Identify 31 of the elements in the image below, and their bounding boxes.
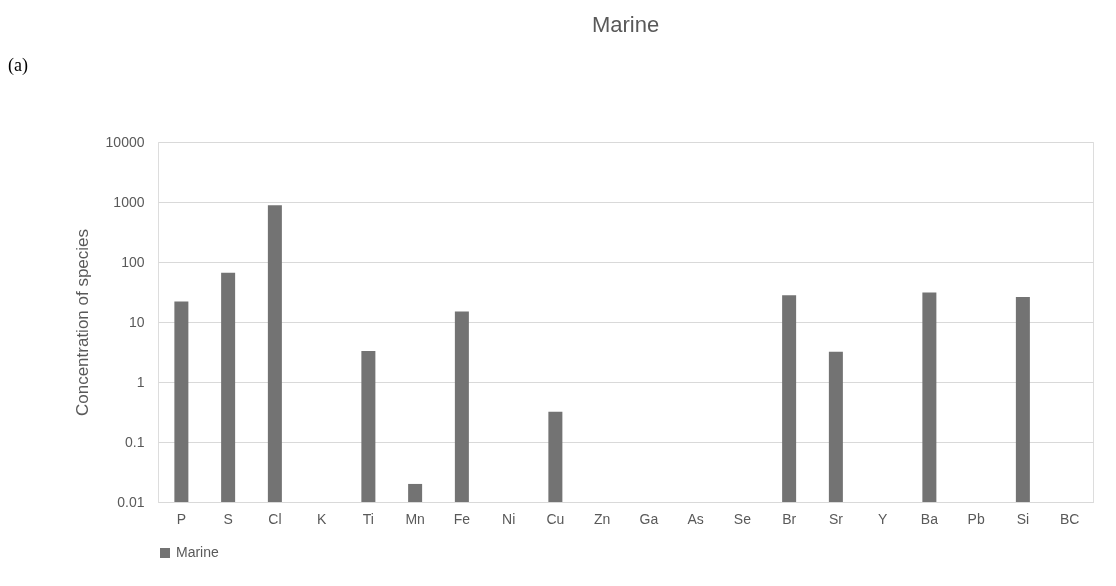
- y-tick-label: 1000: [113, 193, 145, 210]
- y-tick-label: 1: [136, 373, 145, 390]
- x-tick-label: Se: [733, 510, 752, 527]
- x-tick-label: As: [687, 510, 704, 527]
- y-tick-label: 100: [121, 253, 145, 270]
- x-tick-label: Si: [1016, 510, 1030, 527]
- y-axis-title: Concentration of species: [72, 228, 92, 417]
- x-tick-label: Ni: [502, 510, 516, 527]
- y-tick-label: 0.1: [125, 433, 145, 450]
- x-tick-label: BC: [1059, 510, 1080, 527]
- x-tick-label: K: [316, 510, 327, 527]
- x-tick-label: Y: [877, 510, 888, 527]
- legend-label: Marine: [176, 544, 220, 560]
- x-tick-label: Sr: [828, 510, 844, 527]
- x-tick-label: Ba: [920, 510, 939, 527]
- text: (a): [8, 55, 28, 76]
- x-tick-label: Pb: [967, 510, 985, 527]
- x-tick-label: Fe: [453, 510, 471, 527]
- x-tick-label: S: [223, 510, 233, 527]
- x-tick-label: Ti: [362, 510, 374, 527]
- x-tick-label: Zn: [593, 510, 611, 527]
- x-tick-label: Ga: [639, 510, 659, 527]
- x-tick-label: P: [176, 510, 187, 527]
- y-tick-label: 10000: [105, 133, 145, 150]
- x-tick-label: Mn: [405, 510, 425, 527]
- y-tick-label: 10: [128, 313, 145, 330]
- x-tick-label: Br: [782, 510, 797, 527]
- y-tick-label: 0.01: [117, 493, 145, 510]
- x-tick-label: Cl: [268, 510, 282, 527]
- x-tick-label: Cu: [546, 510, 565, 527]
- chart-title: Marine: [591, 12, 660, 37]
